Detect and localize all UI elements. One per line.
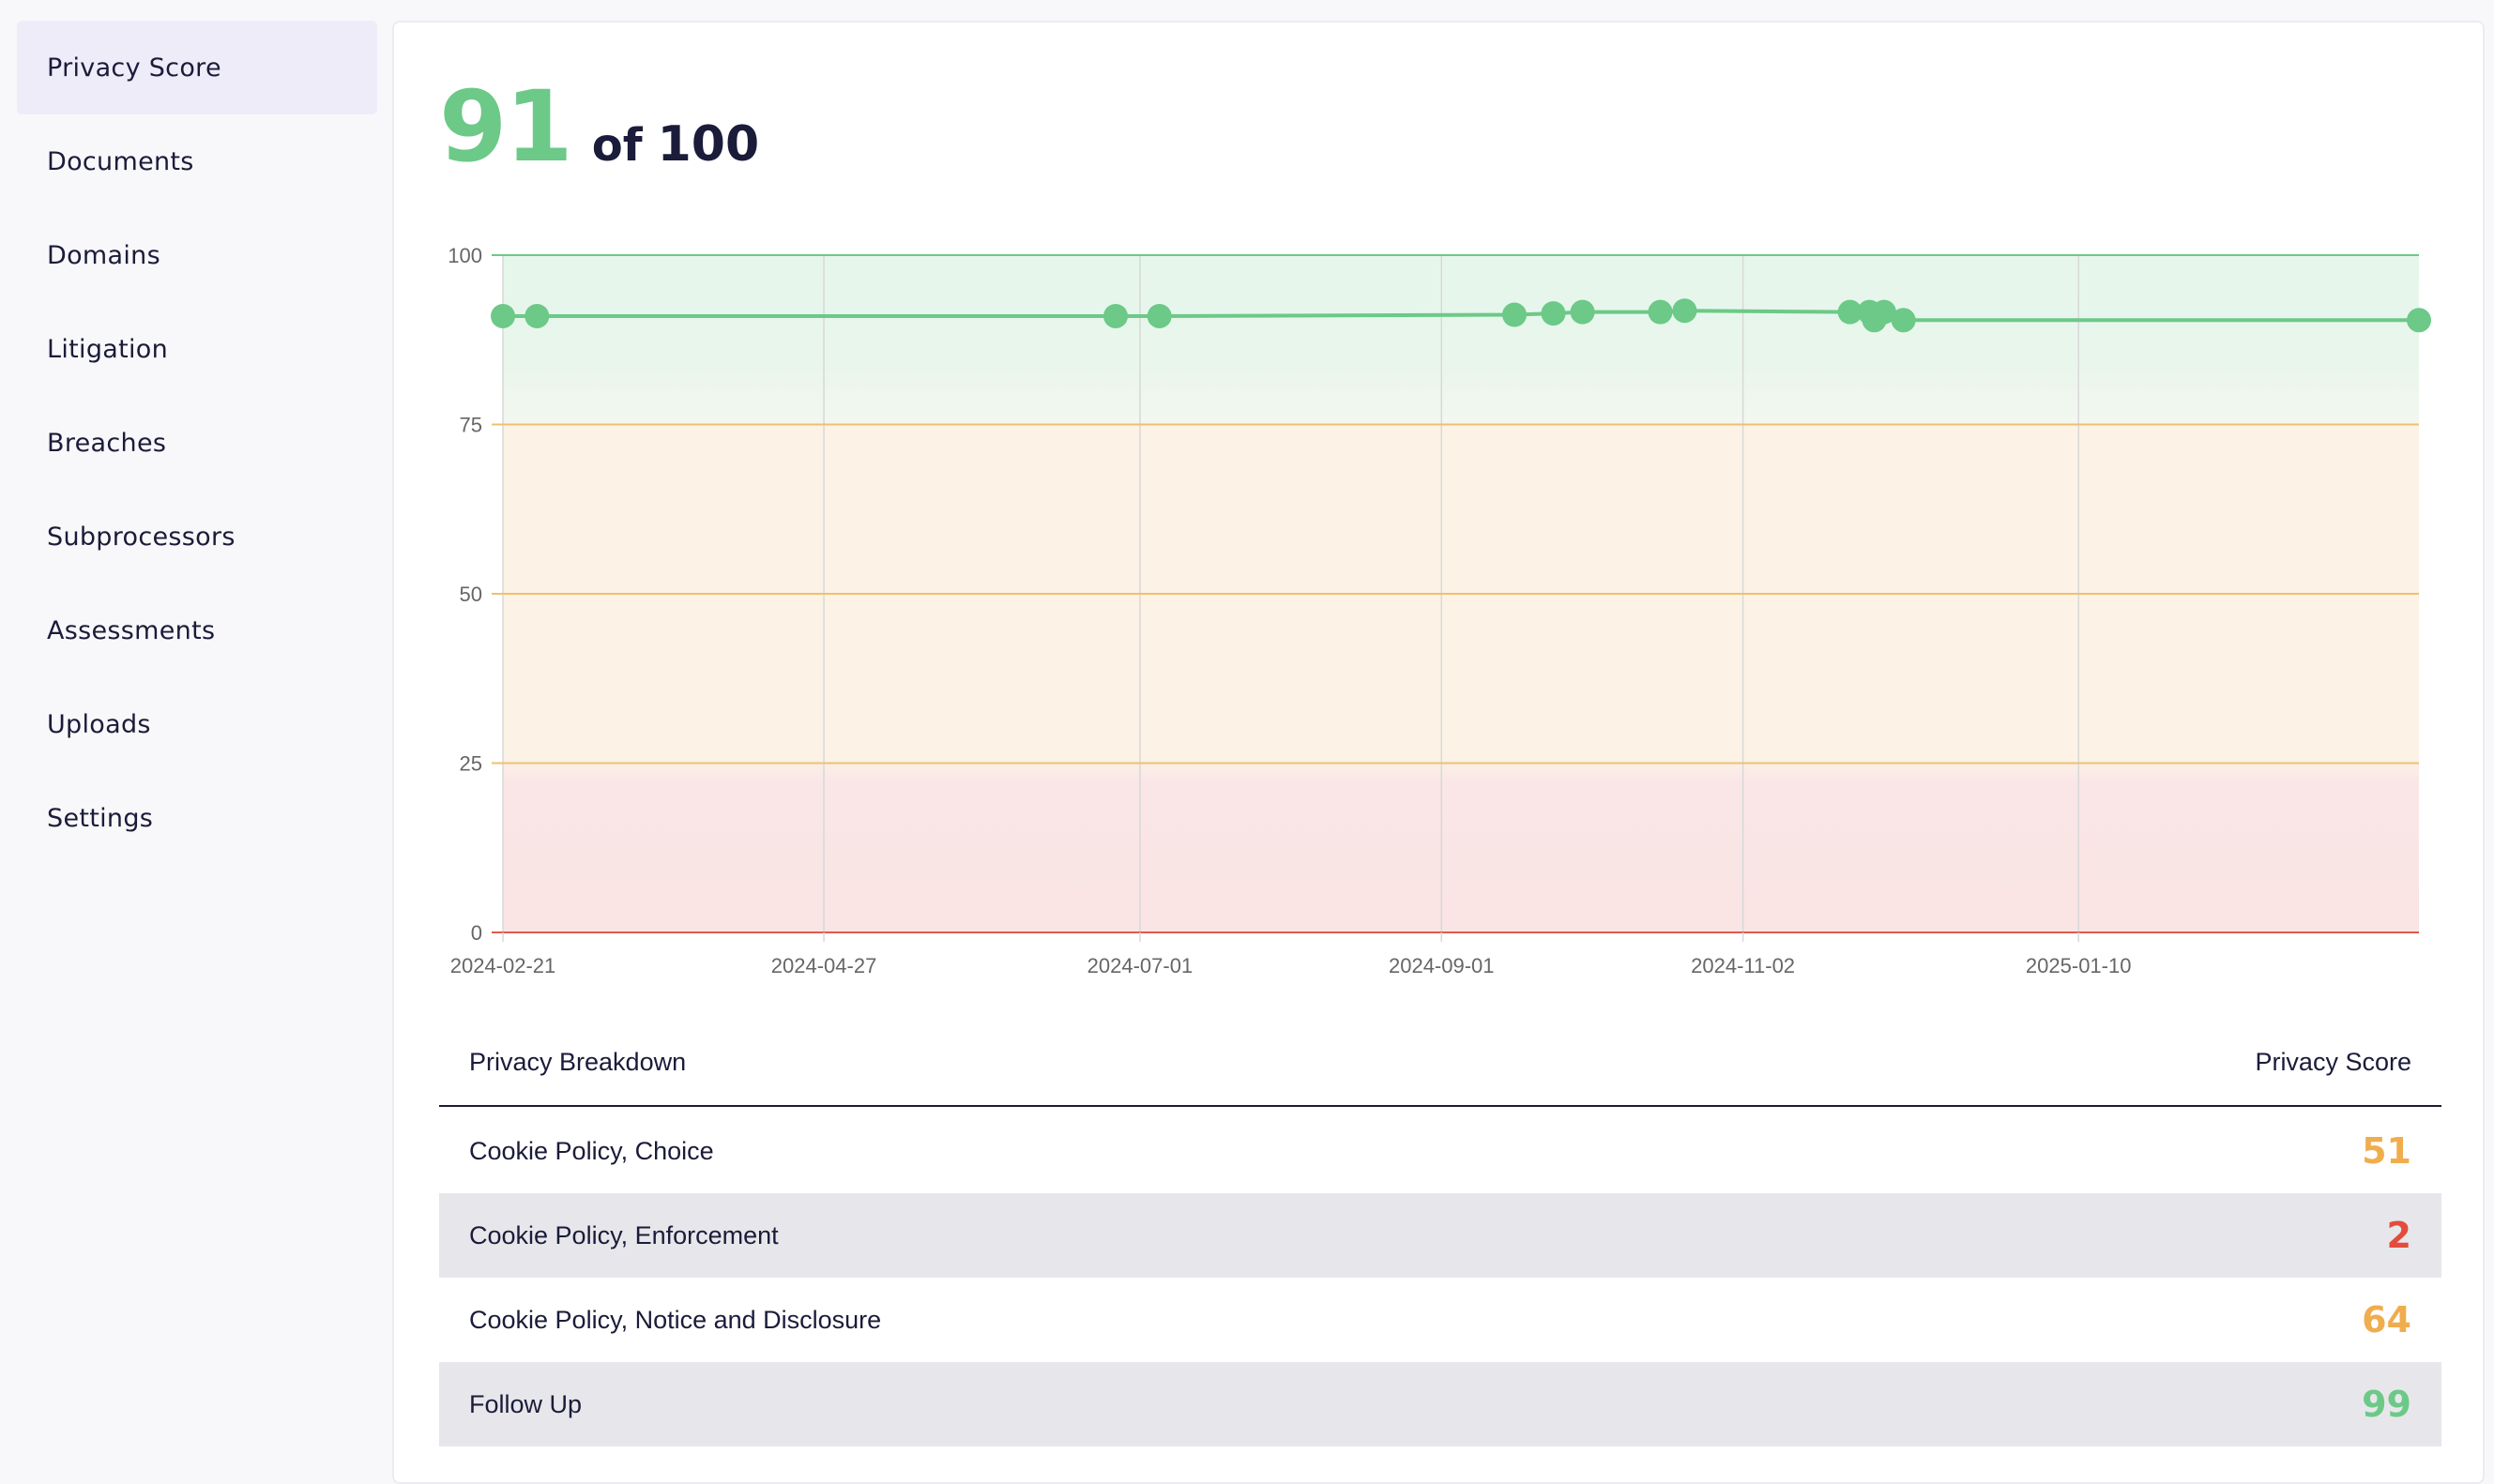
sidebar-item-label: Assessments [47, 615, 216, 645]
data-point [2407, 308, 2431, 333]
sidebar-item-litigation[interactable]: Litigation [17, 302, 377, 396]
sidebar-item-uploads[interactable]: Uploads [17, 677, 377, 771]
score-header: 91 of 100 [439, 69, 759, 184]
sidebar-item-subprocessors[interactable]: Subprocessors [17, 490, 377, 583]
data-point [1648, 299, 1673, 325]
table-row[interactable]: Cookie Policy, Choice 51 [439, 1109, 2441, 1193]
data-point [525, 303, 550, 328]
row-category: Cookie Policy, Notice and Disclosure [469, 1306, 882, 1334]
data-point [1891, 308, 1916, 333]
row-category: Cookie Policy, Enforcement [469, 1221, 779, 1249]
score-value: 91 [439, 69, 573, 184]
data-point [1672, 298, 1697, 324]
data-point [1837, 299, 1863, 325]
score-series [491, 298, 2431, 333]
sidebar-item-documents[interactable]: Documents [17, 114, 377, 208]
y-tick-label: 50 [460, 583, 482, 606]
header-privacy-score: Privacy Score [2255, 1048, 2411, 1076]
data-point [1103, 303, 1129, 328]
data-point [1570, 299, 1595, 325]
band-area [503, 255, 2419, 425]
data-point [491, 303, 515, 328]
row-score: 99 [2362, 1384, 2411, 1425]
x-tick-label: 2024-02-21 [450, 954, 556, 977]
score-max: 100 [657, 116, 760, 173]
sidebar-item-label: Domains [47, 240, 160, 270]
x-tick-label: 2024-09-01 [1389, 954, 1495, 977]
sidebar-item-privacy-score[interactable]: Privacy Score [17, 21, 377, 114]
row-score: 2 [2386, 1215, 2411, 1256]
y-tick-label: 25 [460, 752, 482, 776]
sidebar-item-label: Litigation [47, 334, 169, 364]
data-point [1871, 299, 1896, 325]
sidebar-item-label: Breaches [47, 428, 167, 458]
sidebar-item-label: Uploads [47, 709, 151, 739]
y-tick-label: 100 [448, 244, 482, 267]
sidebar-item-label: Subprocessors [47, 522, 236, 552]
table-row[interactable]: Follow Up 99 [439, 1362, 2441, 1446]
band-area [503, 763, 2419, 932]
x-tick-label: 2024-07-01 [1087, 954, 1194, 977]
y-tick-label: 75 [460, 414, 482, 437]
row-category: Cookie Policy, Choice [469, 1137, 714, 1165]
row-score: 51 [2362, 1130, 2411, 1172]
data-point [1502, 302, 1528, 327]
sidebar-item-label: Settings [47, 803, 154, 833]
privacy-score-chart: 100 75 50 25 0 2024-02-21 2024-04-27 2024-07-0… [448, 244, 2431, 977]
sidebar-item-breaches[interactable]: Breaches [17, 396, 377, 490]
table-row[interactable]: Cookie Policy, Notice and Disclosure 64 [439, 1278, 2441, 1362]
x-tick-label: 2024-11-02 [1691, 954, 1795, 977]
sidebar: Privacy Score Documents Domains Litigati… [0, 0, 379, 1463]
x-tick-label: 2025-01-10 [2026, 954, 2132, 977]
sidebar-item-domains[interactable]: Domains [17, 208, 377, 302]
breakdown-table-header: Privacy Breakdown Privacy Score [439, 1032, 2441, 1107]
sidebar-item-settings[interactable]: Settings [17, 771, 377, 865]
x-axis-ticks: 2024-02-21 2024-04-27 2024-07-01 2024-09-01… [450, 932, 2132, 977]
header-privacy-breakdown: Privacy Breakdown [469, 1048, 687, 1076]
x-tick-label: 2024-04-27 [771, 954, 877, 977]
sidebar-item-label: Documents [47, 146, 194, 176]
row-category: Follow Up [469, 1390, 583, 1418]
y-axis-ticks: 100 75 50 25 0 [448, 244, 2419, 945]
score-of-label: of [591, 119, 643, 172]
data-point [1541, 301, 1566, 326]
sidebar-item-assessments[interactable]: Assessments [17, 583, 377, 677]
data-point [1147, 303, 1172, 328]
sidebar-item-label: Privacy Score [47, 53, 221, 83]
row-score: 64 [2362, 1299, 2411, 1340]
y-tick-label: 0 [471, 921, 482, 945]
table-row[interactable]: Cookie Policy, Enforcement 2 [439, 1193, 2441, 1278]
